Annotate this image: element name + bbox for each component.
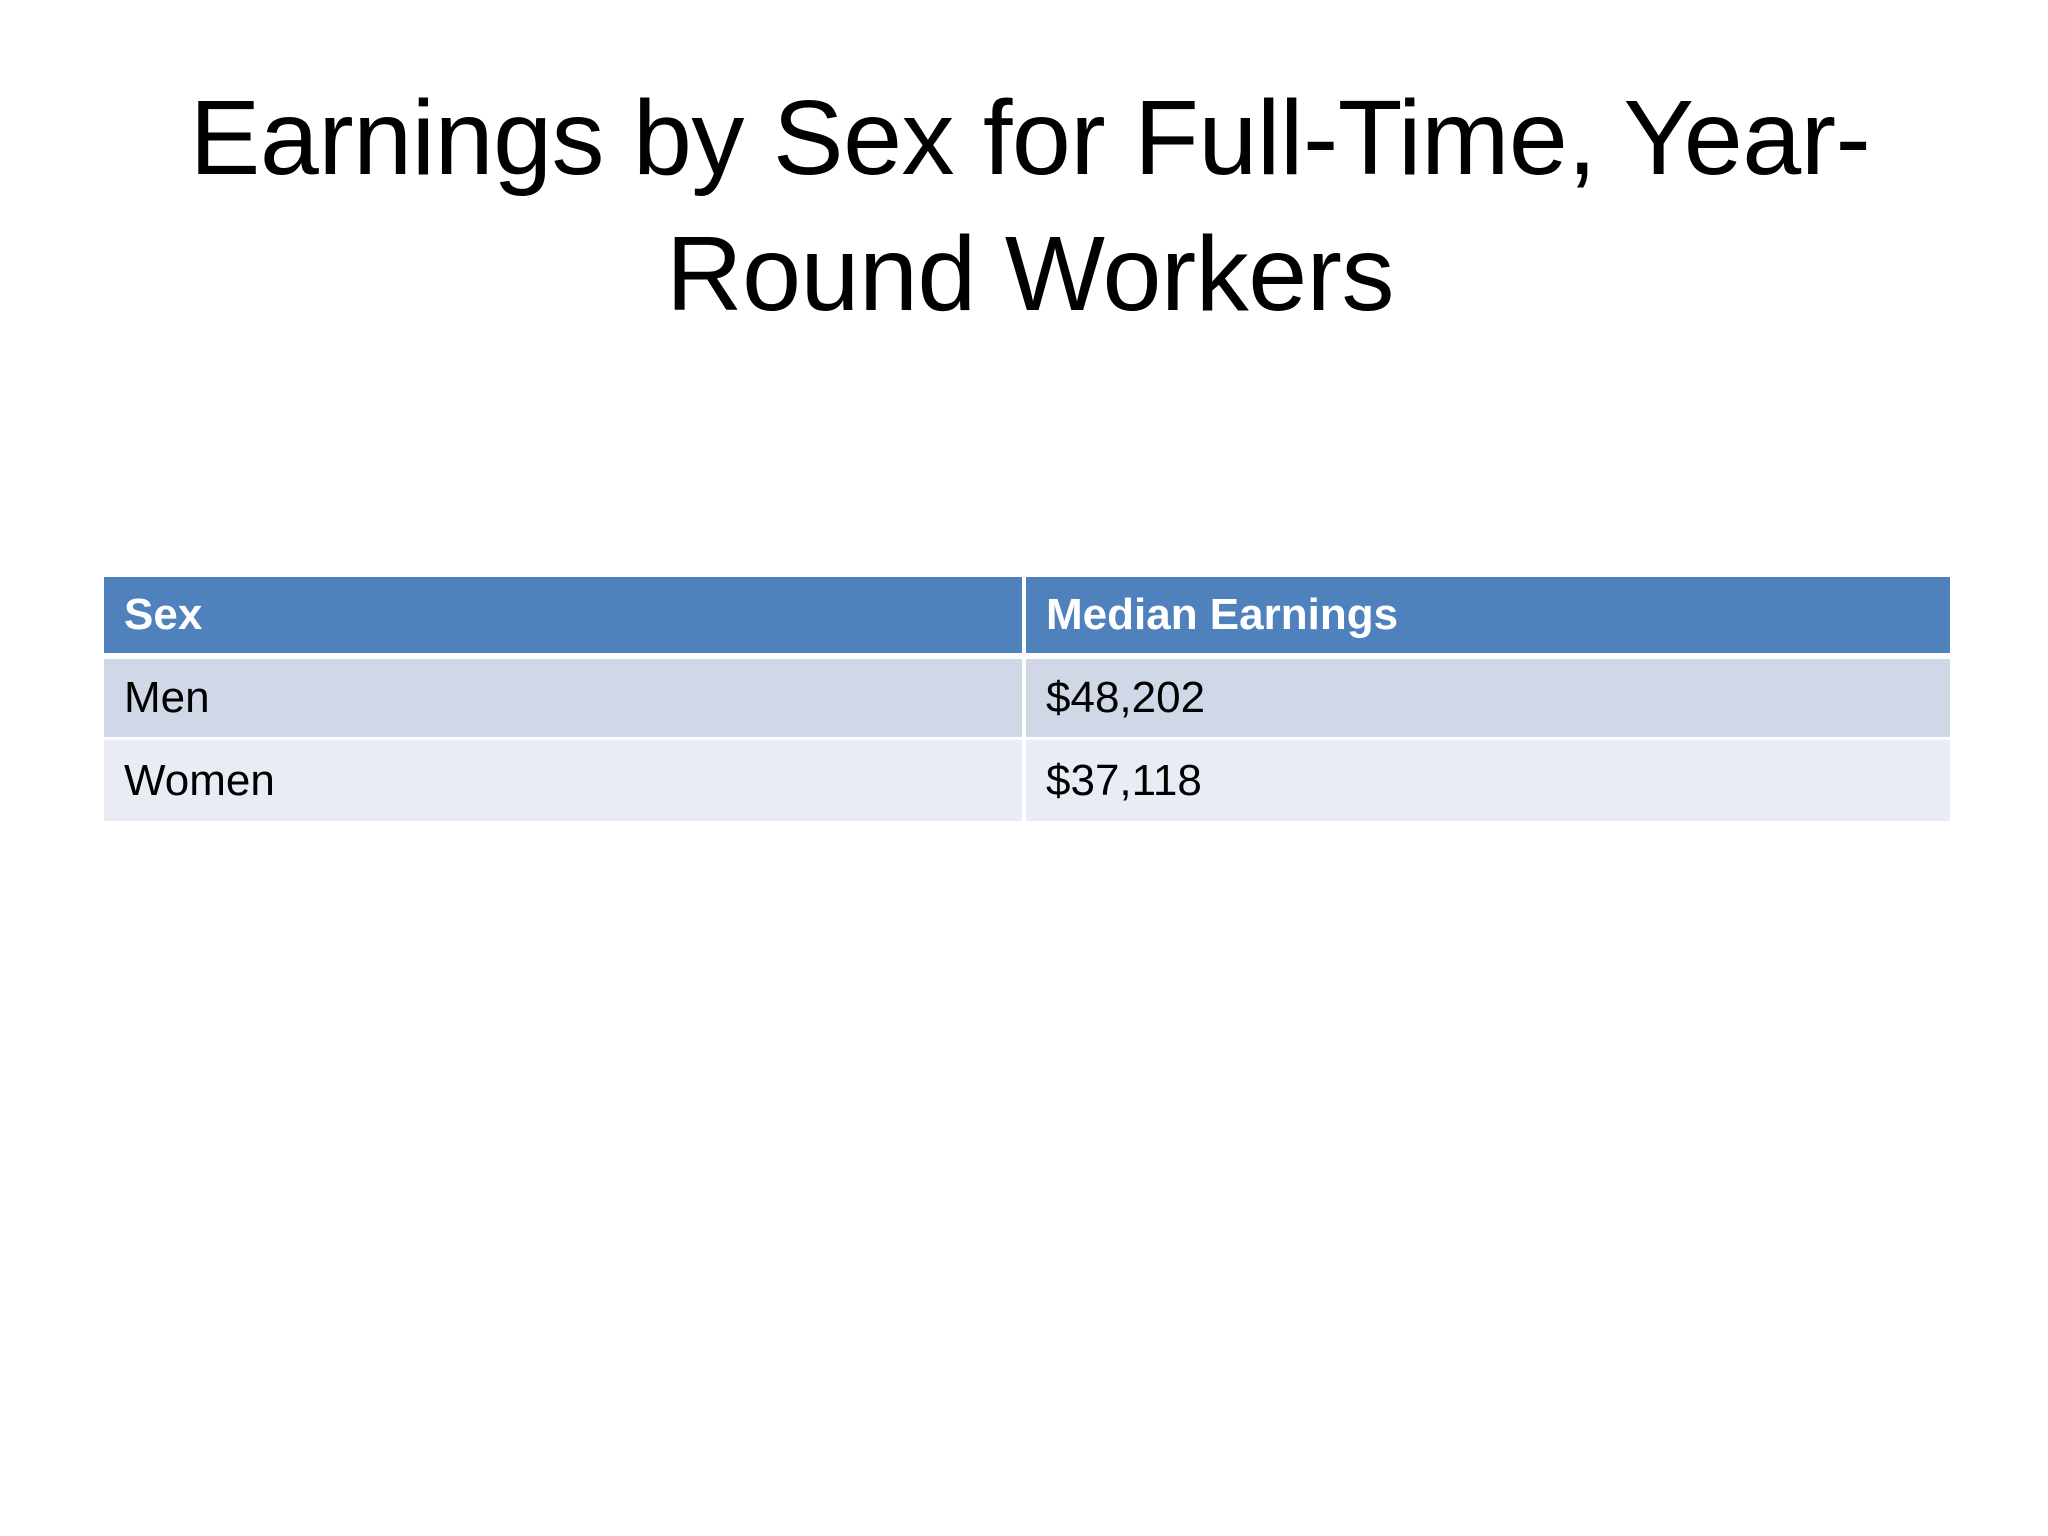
header-row: Sex Median Earnings — [104, 577, 1950, 659]
table-row: Men $48,202 — [104, 659, 1950, 740]
cell-sex: Men — [104, 659, 1026, 740]
cell-median-earnings: $48,202 — [1026, 659, 1950, 740]
slide-title-line-2: Round Workers — [666, 215, 1394, 333]
header-sex: Sex — [104, 577, 1026, 659]
cell-median-earnings: $37,118 — [1026, 740, 1950, 821]
slide-title-line-1: Earnings by Sex for Full-Time, Year- — [189, 79, 1871, 197]
slide-title: Earnings by Sex for Full-Time, Year- Rou… — [150, 70, 1910, 342]
earnings-table: Sex Median Earnings Men $48,202 Women $3… — [104, 577, 1950, 821]
cell-sex: Women — [104, 740, 1026, 821]
table-header: Sex Median Earnings — [104, 577, 1950, 659]
table-body: Men $48,202 Women $37,118 — [104, 659, 1950, 821]
header-median-earnings: Median Earnings — [1026, 577, 1950, 659]
table-row: Women $37,118 — [104, 740, 1950, 821]
